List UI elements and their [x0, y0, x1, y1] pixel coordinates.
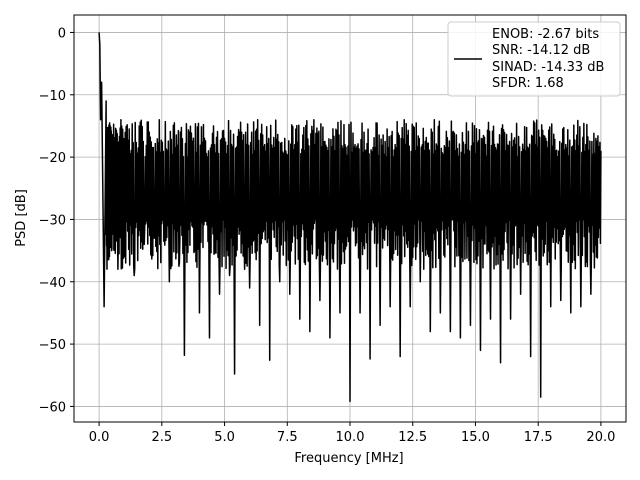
- x-axis-label: Frequency [MHz]: [294, 451, 403, 466]
- y-tick-label: 0: [58, 26, 66, 41]
- legend-line-snr: SNR: -14.12 dB: [492, 43, 590, 58]
- y-tick-label: −20: [39, 151, 66, 166]
- psd-series: [98, 32, 602, 403]
- legend-line-enob: ENOB: -2.67 bits: [492, 27, 599, 42]
- y-axis-ticks: 0 −10 −20 −30 −40 −50 −60: [39, 26, 74, 415]
- legend-line-sfdr: SFDR: 1.68: [492, 76, 564, 91]
- x-tick-label: 20.0: [586, 430, 615, 445]
- x-tick-label: 5.0: [214, 430, 235, 445]
- x-tick-label: 7.5: [277, 430, 298, 445]
- x-tick-label: 10.0: [336, 430, 365, 445]
- x-tick-label: 15.0: [461, 430, 490, 445]
- y-tick-label: −10: [39, 89, 66, 104]
- y-tick-label: −50: [39, 338, 66, 353]
- x-tick-label: 17.5: [524, 430, 553, 445]
- x-axis-ticks: 0.0 2.5 5.0 7.5 10.0 12.5 15.0 17.5 20.0: [89, 422, 615, 445]
- x-tick-label: 2.5: [151, 430, 172, 445]
- legend-box: [447, 21, 621, 97]
- psd-series-line: [98, 32, 602, 403]
- legend-line-sinad: SINAD: -14.33 dB: [492, 60, 604, 75]
- legend: ENOB: -2.67 bits SNR: -14.12 dB SINAD: -…: [447, 21, 621, 97]
- x-tick-label: 0.0: [89, 430, 110, 445]
- x-tick-label: 12.5: [398, 430, 427, 445]
- y-axis-label: PSD [dB]: [14, 189, 29, 247]
- y-tick-label: −60: [39, 400, 66, 415]
- y-tick-label: −30: [39, 213, 66, 228]
- y-tick-label: −40: [39, 276, 66, 291]
